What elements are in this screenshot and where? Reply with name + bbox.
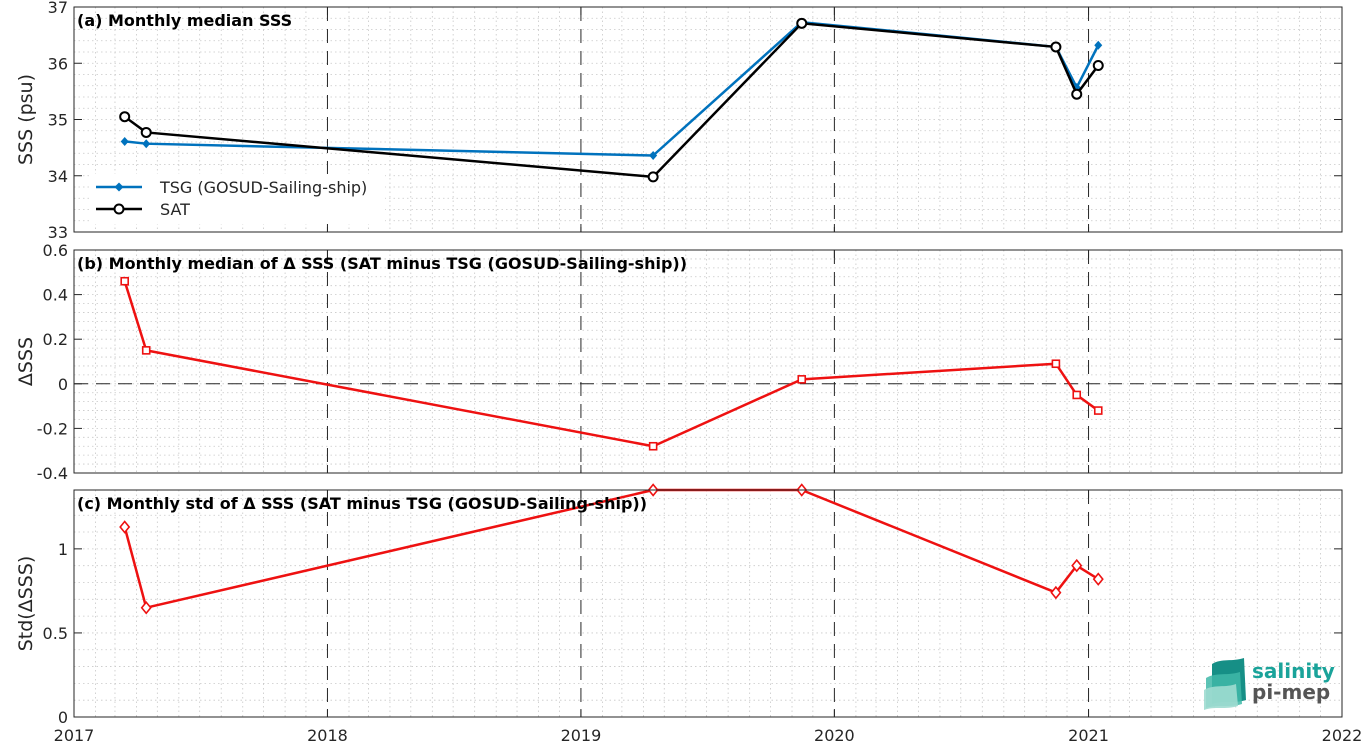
x-axis: 2017 2018 2019 2020 2021 2022 [54, 726, 1363, 745]
panel-a-frame [73, 6, 1343, 233]
wave-logo-icon [1204, 658, 1246, 710]
panel-c: 0 0.5 1 (c) Monthly std of Δ SSS (SAT minu… [15, 483, 1343, 727]
data-point-a [1094, 40, 1103, 50]
y-tick-label: 33 [48, 223, 68, 242]
y-tick-label: 0.4 [43, 286, 68, 305]
data-point-c [119, 520, 131, 534]
panel-a-title: (a) Monthly median SSS [77, 11, 292, 30]
panel-b-frame [73, 249, 1343, 474]
data-point-a [1050, 41, 1062, 53]
panel-c-title: (c) Monthly std of Δ SSS (SAT minus TSG … [77, 494, 647, 513]
y-tick-label: 37 [48, 0, 68, 17]
y-tick-label: 1 [58, 540, 68, 559]
legend-label-tsg: TSG (GOSUD-Sailing-ship) [159, 178, 367, 197]
panel-c-ylabel: Std(ΔSSS) [15, 556, 37, 652]
series-line-b-1 [123, 280, 1099, 448]
data-point-a [120, 136, 129, 146]
y-tick-label: -0.4 [37, 464, 68, 483]
y-tick-label: 35 [48, 111, 68, 130]
y-tick-label: 0 [58, 708, 68, 727]
x-tick-label: 2020 [814, 726, 855, 745]
y-tick-label: 0.2 [43, 330, 68, 349]
data-point-a [649, 151, 658, 160]
legend-marker-tsg [114, 182, 124, 192]
x-tick-label: 2018 [307, 726, 348, 745]
data-point-a [1071, 88, 1083, 100]
data-point-c [1071, 558, 1083, 573]
data-point-a [119, 111, 131, 123]
data-point-b [797, 375, 807, 384]
legend: TSG (GOSUD-Sailing-ship) SAT [90, 174, 385, 224]
panel-a-ylabel: SSS (psu) [15, 74, 37, 165]
data-point-b [120, 276, 129, 286]
data-point-b [648, 441, 658, 451]
data-point-c [1092, 572, 1104, 586]
panel-a: 33 34 35 36 37 (a) Monthly median SSS SSS (p… [15, 0, 1343, 242]
data-point-a [647, 171, 659, 183]
y-tick-label: 0.5 [43, 624, 68, 643]
series-line-a-1 [124, 20, 1100, 157]
x-tick-label: 2019 [561, 726, 602, 745]
legend-marker-sat [113, 203, 125, 215]
data-point-c [1050, 585, 1062, 600]
data-point-a [140, 126, 152, 138]
data-point-b [1093, 406, 1103, 415]
panel-b-ylabel: ΔSSS [15, 337, 37, 386]
salinity-pi-mep-logo: salinity pi-mep [1204, 658, 1335, 710]
data-point-a [142, 139, 151, 149]
y-tick-label: 0.6 [43, 241, 68, 260]
legend-box [90, 174, 385, 224]
panel-b-title: (b) Monthly median of Δ SSS (SAT minus T… [77, 254, 687, 273]
data-point-a [1092, 60, 1104, 71]
data-point-b [1051, 359, 1061, 369]
legend-label-sat: SAT [160, 200, 190, 219]
data-point-b [1072, 390, 1082, 400]
y-tick-label: 34 [48, 167, 68, 186]
y-tick-label: -0.2 [37, 419, 68, 438]
data-point-c [140, 600, 152, 615]
panel-c-frame [73, 489, 1343, 718]
data-point-b [141, 346, 151, 355]
x-tick-label: 2022 [1322, 726, 1363, 745]
panel-b: -0.4 -0.2 0 0.2 0.4 0.6 (b) Monthly median of… [15, 241, 1343, 483]
x-tick-label: 2021 [1068, 726, 1109, 745]
x-tick-label: 2017 [54, 726, 95, 745]
logo-text-salinity: salinity [1252, 659, 1335, 683]
data-point-a [796, 17, 808, 29]
y-tick-label: 36 [48, 54, 68, 73]
logo-text-pi-mep: pi-mep [1252, 680, 1330, 704]
y-tick-label: 0 [58, 375, 68, 394]
